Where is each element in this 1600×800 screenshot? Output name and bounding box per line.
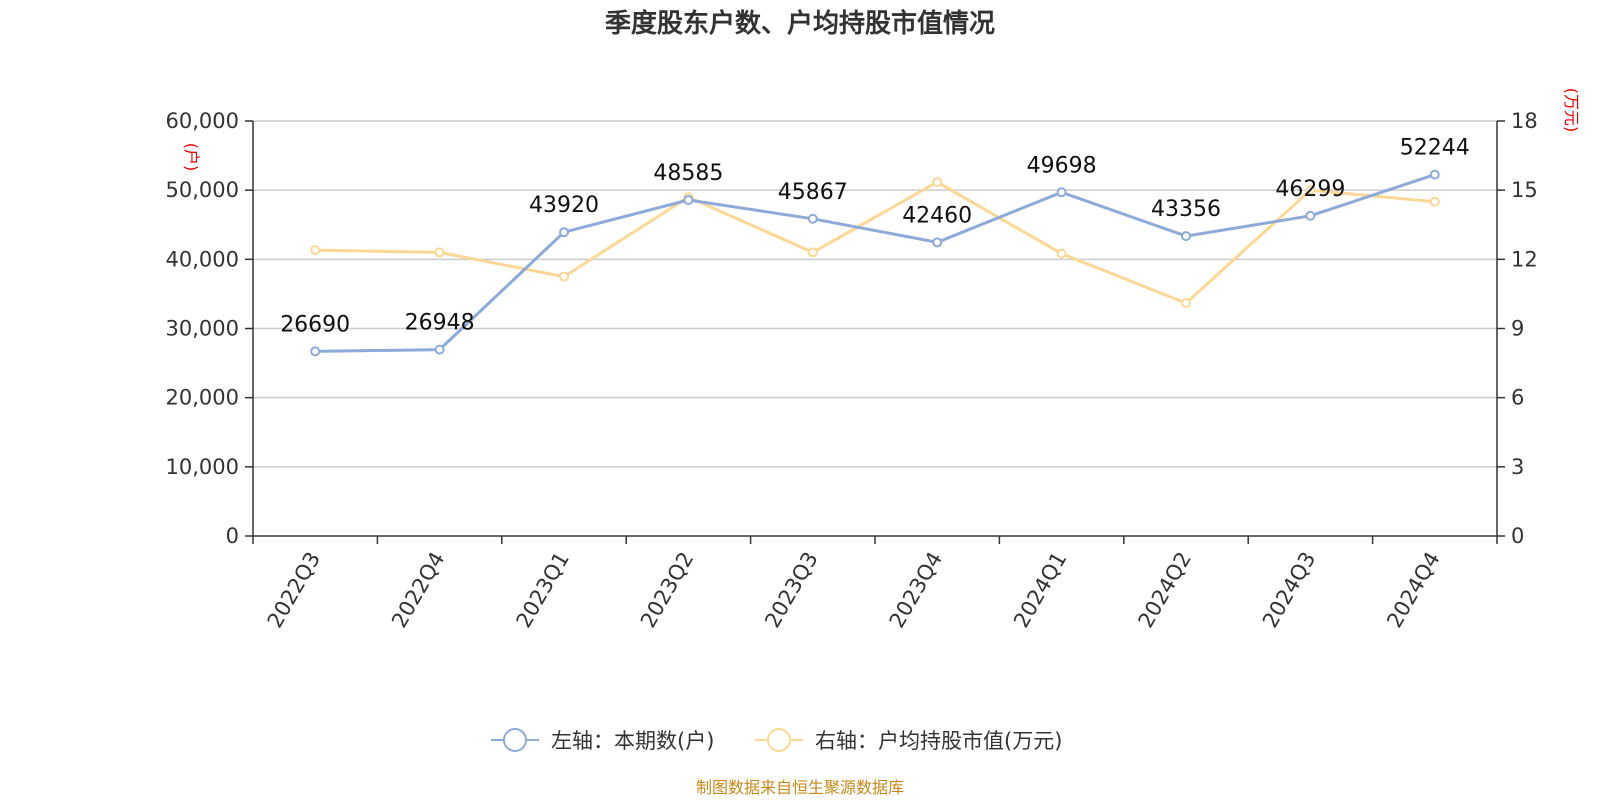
source-note: 制图数据来自恒生聚源数据库 xyxy=(696,778,904,797)
right-tick-label: 3 xyxy=(1511,455,1524,479)
series-lines xyxy=(310,169,1440,357)
data-point-households[interactable] xyxy=(1429,169,1440,180)
x-tick-label: 2024Q1 xyxy=(1009,548,1071,632)
left-tick-label: 30,000 xyxy=(166,317,239,341)
right-tick-label: 18 xyxy=(1511,109,1538,133)
data-point-avg-value[interactable] xyxy=(1056,248,1067,259)
left-tick-label: 40,000 xyxy=(166,247,239,271)
data-label: 45867 xyxy=(778,180,848,205)
data-point-households[interactable] xyxy=(683,194,694,205)
data-label: 52244 xyxy=(1400,136,1470,161)
x-tick-label: 2022Q3 xyxy=(263,548,325,632)
data-label: 49698 xyxy=(1027,153,1097,178)
x-tick-label: 2024Q3 xyxy=(1258,548,1320,632)
right-axis-unit: (万元) xyxy=(1562,88,1581,133)
right-tick-label: 6 xyxy=(1511,386,1524,410)
data-labels: 26690 26948 43920 48585 45867 42460 49698 43356… xyxy=(280,136,1470,338)
x-tick-label: 2022Q4 xyxy=(387,548,449,632)
left-tick-label: 10,000 xyxy=(166,455,239,479)
data-point-avg-value[interactable] xyxy=(434,247,445,258)
x-tick-label: 2024Q4 xyxy=(1382,548,1444,632)
series-line-households xyxy=(315,173,1436,353)
data-point-avg-value[interactable] xyxy=(807,247,818,258)
data-point-avg-value[interactable] xyxy=(1305,185,1316,196)
left-axis-unit: (户) xyxy=(182,143,201,172)
right-tick-label: 0 xyxy=(1511,524,1524,548)
left-axis-ticks: 0 10,000 20,000 30,000 40,000 50,000 60,000 xyxy=(166,109,253,548)
legend-item-households[interactable]: 左轴：本期数(户) xyxy=(491,728,714,753)
data-point-households[interactable] xyxy=(1305,210,1316,221)
data-point-households[interactable] xyxy=(932,237,943,248)
x-axis-ticks: 2022Q3 2022Q4 2023Q1 2023Q2 2023Q3 2023Q4 2024… xyxy=(252,536,1498,632)
legend-label-avg-value: 右轴：户均持股市值(万元) xyxy=(815,729,1062,753)
left-tick-label: 60,000 xyxy=(166,109,239,133)
data-label: 43356 xyxy=(1151,197,1221,222)
legend-marker-avg-value xyxy=(767,728,791,752)
data-point-avg-value[interactable] xyxy=(1181,298,1191,309)
data-label: 43920 xyxy=(529,193,599,218)
data-point-households[interactable] xyxy=(807,213,818,224)
data-label: 46299 xyxy=(1275,177,1345,202)
x-tick-label: 2023Q1 xyxy=(512,548,574,632)
data-label: 26948 xyxy=(405,311,475,336)
left-tick-label: 0 xyxy=(226,524,239,548)
data-point-avg-value[interactable] xyxy=(559,271,569,282)
left-tick-label: 50,000 xyxy=(166,178,239,202)
data-point-avg-value[interactable] xyxy=(1429,196,1440,207)
x-tick-label: 2023Q2 xyxy=(636,548,698,632)
x-tick-label: 2023Q4 xyxy=(885,548,947,632)
data-label: 42460 xyxy=(902,203,972,228)
series-line-avg-value xyxy=(315,180,1435,305)
data-point-households[interactable] xyxy=(559,227,569,238)
right-tick-label: 9 xyxy=(1511,317,1524,341)
data-point-households[interactable] xyxy=(1181,231,1191,242)
chart-title: 季度股东户数、户均持股市值情况 xyxy=(605,8,995,39)
legend-item-avg-value[interactable]: 右轴：户均持股市值(万元) xyxy=(755,728,1062,753)
right-tick-label: 12 xyxy=(1511,247,1538,271)
data-point-avg-value[interactable] xyxy=(932,177,943,188)
x-tick-label: 2024Q2 xyxy=(1134,548,1196,632)
grid-lines xyxy=(253,120,1497,468)
right-axis-ticks: 0 3 6 9 12 15 18 xyxy=(1497,109,1538,548)
right-tick-label: 15 xyxy=(1511,178,1538,202)
data-label: 26690 xyxy=(280,312,350,337)
data-point-households[interactable] xyxy=(1056,187,1067,198)
left-tick-label: 20,000 xyxy=(166,386,239,410)
data-point-households[interactable] xyxy=(310,346,321,357)
legend-marker-households xyxy=(503,728,527,752)
data-point-avg-value[interactable] xyxy=(310,245,321,256)
data-point-households[interactable] xyxy=(434,344,445,355)
legend: 左轴：本期数(户) 右轴：户均持股市值(万元) xyxy=(491,728,1062,753)
legend-label-households: 左轴：本期数(户) xyxy=(551,729,714,753)
x-tick-label: 2023Q3 xyxy=(760,548,822,632)
data-label: 48585 xyxy=(653,161,723,186)
